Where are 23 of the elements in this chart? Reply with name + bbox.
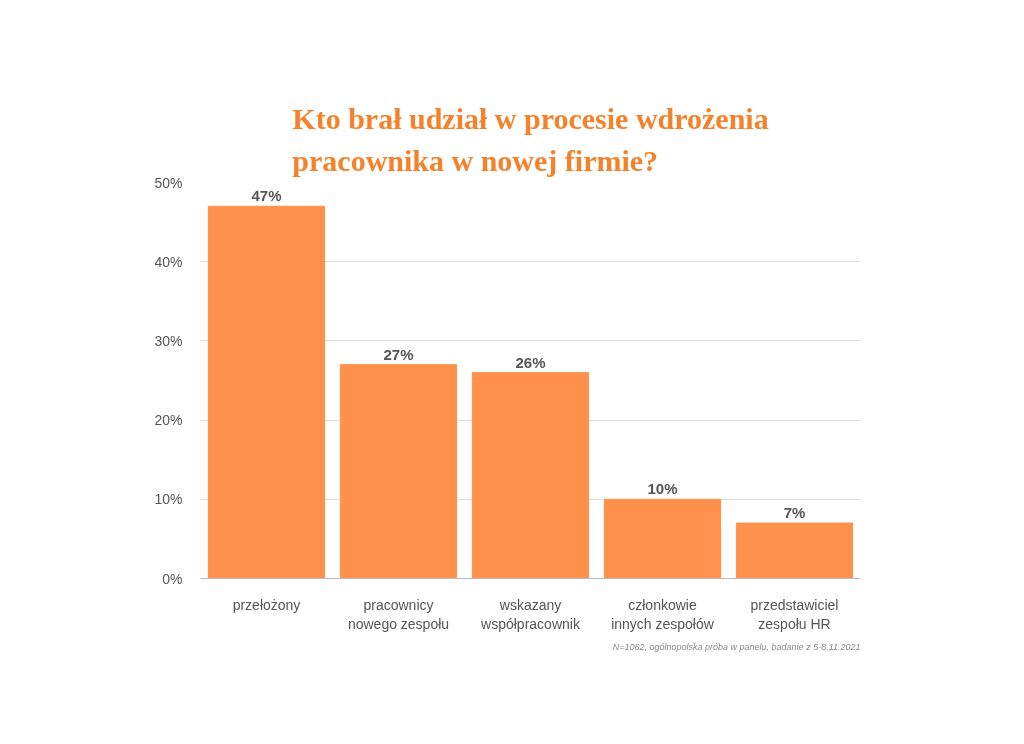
bar	[339, 364, 458, 579]
bar	[603, 498, 722, 579]
x-tick-label: przedstawiciel zespołu HR	[750, 596, 839, 632]
data-label: 10%	[647, 480, 678, 498]
text: N=1082, ogólnopolska próba w panelu, badanie z 5-8.11.2021	[612, 641, 861, 652]
x-tick-label: wskazany współpracownik	[480, 596, 581, 632]
data-label: 27%	[383, 345, 414, 363]
y-tick-label: 50%	[154, 174, 183, 191]
data-label: 47%	[251, 187, 282, 205]
bar	[207, 205, 326, 579]
x-tick-label: przełożony	[232, 596, 301, 613]
x-tick-label: członkowie innych zespołów	[611, 596, 715, 632]
chart-title: Kto brał udział w procesie wdrożenia pracownika w nowej firmie?	[292, 101, 769, 178]
bar	[471, 372, 590, 579]
bar	[735, 522, 854, 579]
x-tick-label: pracownicy nowego zespołu	[347, 596, 450, 632]
y-tick-label: 40%	[154, 253, 183, 270]
y-tick-label: 10%	[154, 491, 183, 508]
data-label: 7%	[783, 504, 806, 522]
y-tick-label: 20%	[154, 412, 183, 429]
y-tick-label: 0%	[162, 570, 183, 587]
data-label: 26%	[515, 353, 546, 371]
y-tick-label: 30%	[154, 332, 183, 349]
